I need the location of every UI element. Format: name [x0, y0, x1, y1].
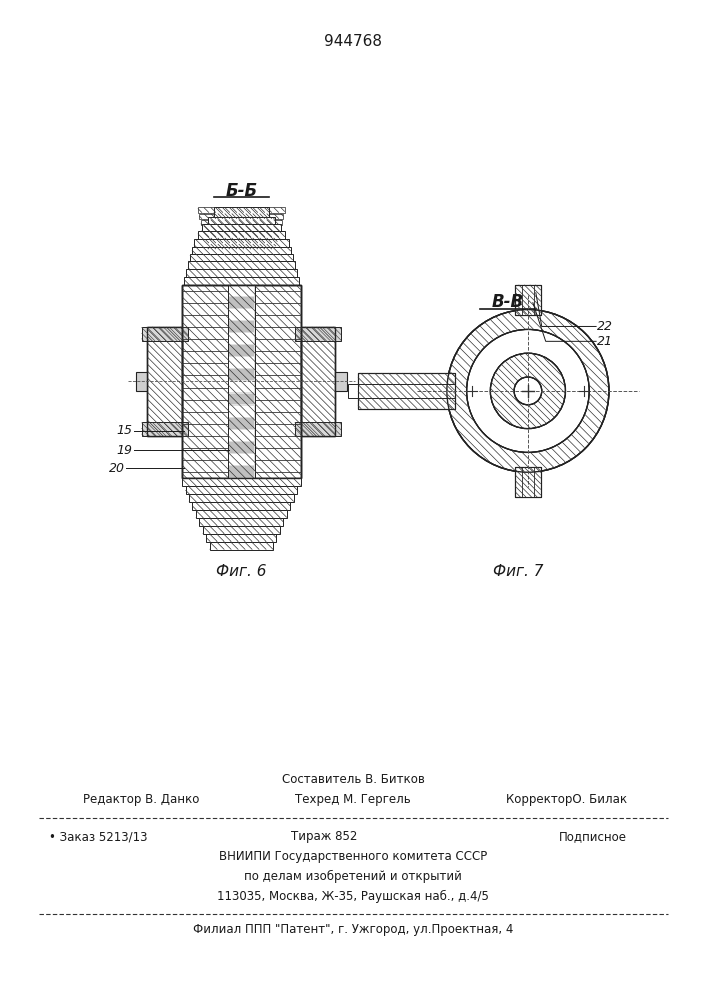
Bar [199, 214, 284, 219]
Bar [228, 285, 255, 478]
Circle shape [447, 310, 609, 472]
Bar [228, 285, 255, 478]
Bar [204, 232, 279, 237]
Bar [141, 422, 188, 436]
Bar [198, 231, 285, 239]
Bar [148, 327, 182, 436]
Bar [182, 285, 300, 478]
Text: по делам изобретений и открытий: по делам изобретений и открытий [244, 870, 462, 883]
Text: Подписное: Подписное [559, 830, 626, 843]
Bar [201, 224, 281, 231]
Bar [335, 372, 347, 391]
Bar [192, 502, 291, 510]
Text: Техред М. Гергель: Техред М. Гергель [295, 793, 411, 806]
Bar [515, 285, 541, 315]
Bar [228, 357, 255, 368]
Bar [348, 384, 455, 398]
Bar [206, 534, 276, 542]
Bar [182, 285, 300, 478]
Text: 15: 15 [117, 424, 133, 437]
Text: КорректорО. Билак: КорректорО. Билак [506, 793, 626, 806]
Bar [185, 486, 297, 494]
Bar [208, 217, 275, 224]
Text: 113035, Москва, Ж-35, Раушская наб., д.4/5: 113035, Москва, Ж-35, Раушская наб., д.4… [217, 890, 489, 903]
Bar [228, 430, 255, 441]
Bar [141, 327, 188, 341]
Bar [228, 333, 255, 344]
Bar [358, 373, 455, 409]
Bar [515, 467, 541, 497]
Bar [192, 247, 291, 254]
Bar [228, 309, 255, 320]
Text: 21: 21 [597, 335, 613, 348]
Circle shape [467, 329, 589, 452]
Text: Фиг. 6: Фиг. 6 [216, 564, 267, 579]
Bar [206, 244, 276, 249]
Bar [201, 220, 282, 225]
Bar [295, 327, 341, 341]
Bar [522, 285, 534, 315]
Text: 944768: 944768 [324, 34, 382, 49]
Bar [196, 510, 287, 518]
Bar [198, 207, 285, 213]
Bar [182, 285, 300, 478]
Text: 20: 20 [109, 462, 124, 475]
Bar [188, 261, 295, 269]
Bar [148, 327, 182, 436]
Circle shape [491, 353, 566, 429]
Text: 19: 19 [117, 444, 133, 457]
Text: Филиал ППП "Патент", г. Ужгород, ул.Проектная, 4: Филиал ППП "Патент", г. Ужгород, ул.Прое… [193, 923, 513, 936]
Bar [228, 297, 255, 308]
Text: В-В: В-В [492, 293, 524, 311]
Bar [228, 442, 255, 453]
Bar [295, 422, 341, 436]
Bar [190, 254, 293, 261]
Bar [228, 369, 255, 380]
Bar [228, 321, 255, 332]
Bar [515, 285, 541, 315]
Bar [228, 345, 255, 356]
Bar [202, 226, 281, 231]
Bar [228, 466, 255, 477]
Text: Б-Б: Б-Б [226, 182, 257, 200]
Bar [228, 406, 255, 417]
Text: 22: 22 [597, 320, 613, 333]
Bar [210, 542, 273, 550]
Bar [205, 238, 277, 243]
Bar [182, 478, 300, 486]
Bar [358, 373, 455, 409]
Text: Составитель В. Битков: Составитель В. Битков [281, 773, 424, 786]
Text: Фиг. 7: Фиг. 7 [493, 564, 543, 579]
Bar [199, 518, 284, 526]
Bar [186, 269, 297, 277]
Bar [228, 394, 255, 404]
Bar [522, 467, 534, 497]
Bar [300, 327, 335, 436]
Bar [203, 526, 280, 534]
Bar [228, 454, 255, 465]
Bar [136, 372, 148, 391]
Bar [194, 239, 288, 247]
Bar [189, 494, 293, 502]
Text: Тираж 852: Тираж 852 [291, 830, 357, 843]
Text: Редактор В. Данко: Редактор В. Данко [83, 793, 199, 806]
Bar [214, 207, 269, 217]
Circle shape [514, 377, 542, 405]
Bar [228, 381, 255, 392]
Bar [300, 327, 335, 436]
Bar [184, 277, 298, 285]
Bar [515, 467, 541, 497]
Text: • Заказ 5213/13: • Заказ 5213/13 [49, 830, 147, 843]
Text: ВНИИПИ Государственного комитета СССР: ВНИИПИ Государственного комитета СССР [219, 850, 487, 863]
Bar [228, 418, 255, 429]
Bar [228, 285, 255, 296]
